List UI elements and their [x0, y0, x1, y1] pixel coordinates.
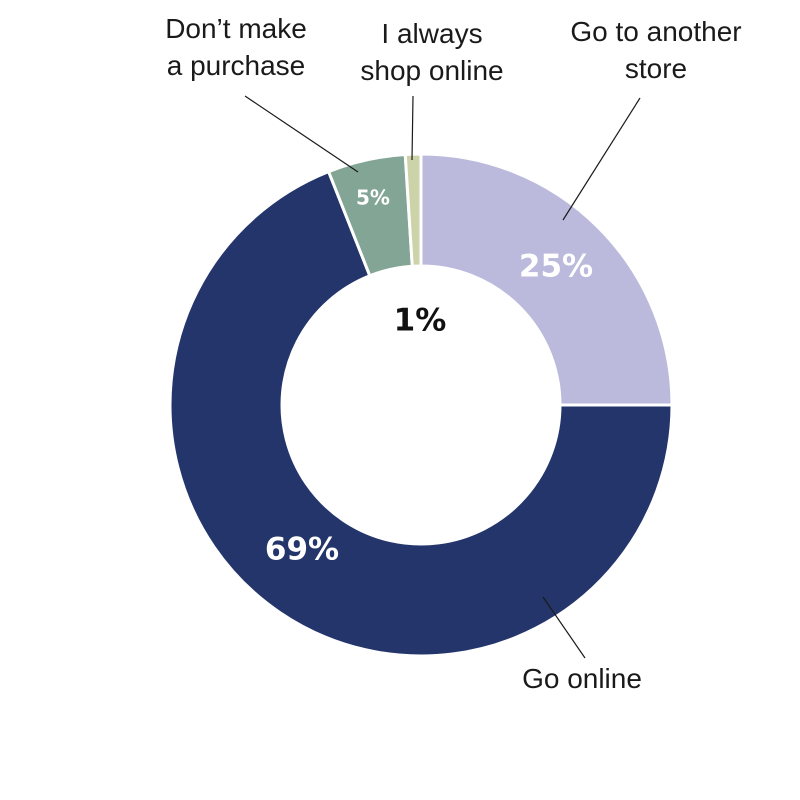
- category-label-line: I always: [381, 18, 482, 49]
- slice-i-always-shop-online: [403, 152, 423, 268]
- category-label-line: Go online: [522, 663, 642, 694]
- leader-line-i-always-shop-online: [411, 95, 414, 161]
- leader-lines-group: [244, 95, 641, 659]
- value-label-go-to-another-store: 25%: [519, 249, 593, 285]
- value-label-dont-make-a-purchase: 5%: [356, 186, 390, 210]
- category-label-line: a purchase: [167, 50, 306, 81]
- category-label-line: Don’t make: [165, 13, 307, 44]
- category-label-dont-make-a-purchase: Don’t make a purchase: [165, 13, 307, 81]
- value-label-i-always-shop-online: 1%: [394, 303, 447, 339]
- leader-line-go-to-another-store: [562, 97, 641, 221]
- leader-line-go-online: [542, 596, 586, 659]
- slice-go-online: [168, 169, 674, 658]
- category-label-go-online: Go online: [522, 663, 642, 694]
- labels-group: 25% Go to another store 69% Go online 5% Don’t…: [165, 13, 741, 694]
- leader-line-dont-make-a-purchase: [244, 95, 359, 173]
- slices-group: [168, 152, 674, 658]
- value-label-go-online: 69%: [265, 532, 339, 568]
- category-label-i-always-shop-online: I always shop online: [360, 18, 503, 86]
- category-label-line: shop online: [360, 55, 503, 86]
- category-label-line: Go to another: [570, 16, 741, 47]
- slice-go-to-another-store: [419, 152, 674, 407]
- category-label-go-to-another-store: Go to another store: [570, 16, 741, 84]
- category-label-line: store: [625, 53, 687, 84]
